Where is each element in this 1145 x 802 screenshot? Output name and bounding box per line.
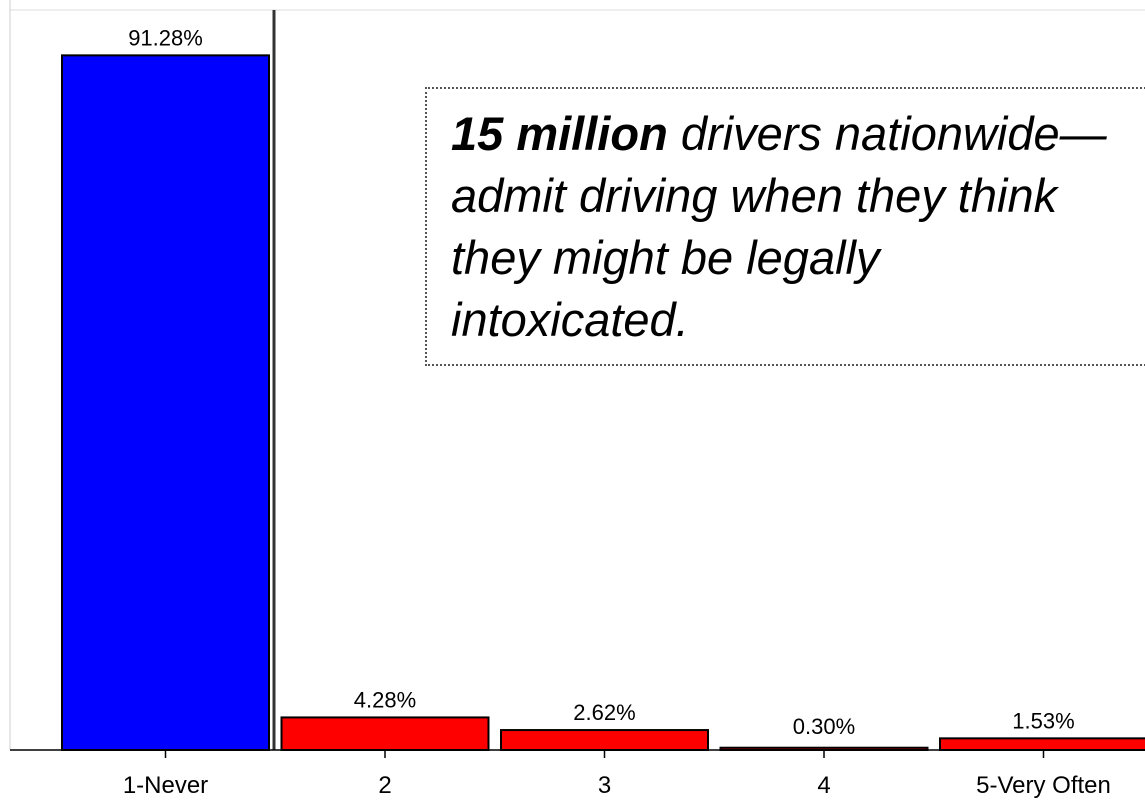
callout-line-2: admit driving when they think bbox=[451, 169, 1058, 222]
data-label-1: 4.28% bbox=[354, 687, 416, 712]
x-tick-label-0: 1-Never bbox=[123, 772, 208, 799]
x-tick-label-4: 5-Very Often bbox=[976, 772, 1111, 799]
callout-line-1: 15 million drivers nationwide— bbox=[451, 103, 1145, 165]
x-tick-label-2: 3 bbox=[598, 772, 611, 799]
bar-1 bbox=[280, 716, 490, 751]
callout-line-1-text: drivers nationwide— bbox=[667, 107, 1107, 160]
callout-highlight: 15 million bbox=[451, 107, 668, 160]
bar-4 bbox=[939, 737, 1145, 751]
x-tick-label-3: 4 bbox=[817, 772, 830, 799]
callout-line-4: intoxicated. bbox=[451, 293, 689, 346]
callout-line-3: they might be legally bbox=[451, 231, 880, 284]
data-label-4: 1.53% bbox=[1012, 708, 1074, 733]
bar-0 bbox=[61, 54, 270, 752]
data-label-3: 0.30% bbox=[793, 714, 855, 739]
data-label-2: 2.62% bbox=[573, 700, 635, 725]
x-tick-label-1: 2 bbox=[378, 772, 391, 799]
callout-box: 15 million drivers nationwide— admit dri… bbox=[425, 87, 1145, 366]
bar-2 bbox=[500, 729, 709, 752]
data-label-0: 91.28% bbox=[128, 25, 203, 50]
